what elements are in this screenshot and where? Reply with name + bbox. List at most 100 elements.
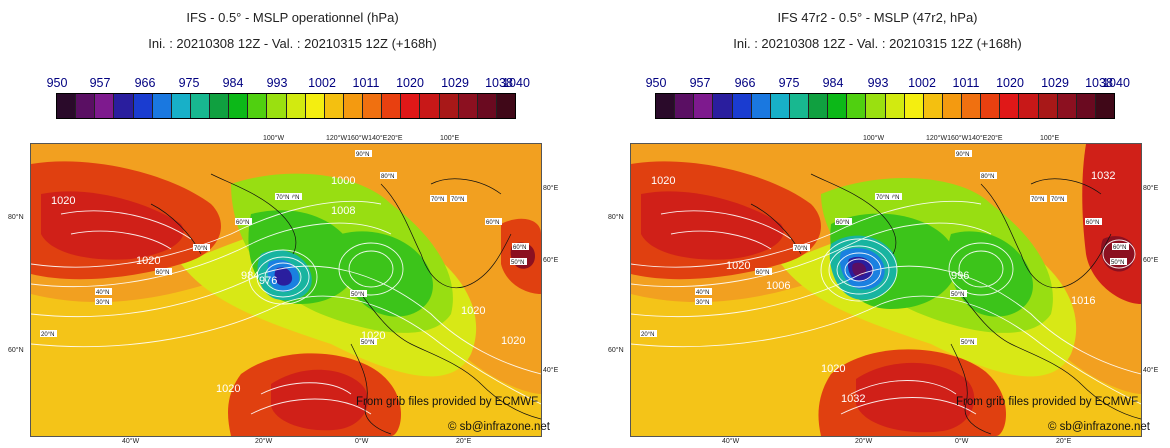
lon-label: 0°W (955, 438, 969, 445)
right-lat-label: 80°E (543, 185, 559, 192)
top-lon-label: 100°E (1040, 135, 1060, 142)
colorbar-label: 1011 (952, 76, 980, 90)
colorbar-label: 1040 (1102, 76, 1130, 90)
colorbar-cell (324, 94, 344, 118)
colorbar-cell (382, 94, 402, 118)
colorbar-cell (904, 94, 924, 118)
grid-label-bg (510, 258, 527, 265)
colorbar-cell (305, 94, 325, 118)
colorbar-label: 1029 (1041, 76, 1069, 90)
grid-label: 90°N (356, 152, 369, 158)
colorbar-label: 950 (46, 76, 68, 90)
colorbar-label: 1002 (308, 76, 336, 90)
colorbar-cell (363, 94, 383, 118)
colorbar-cell (152, 94, 172, 118)
credit-line: © sb@infrazone.net (448, 421, 550, 433)
colorbar (655, 93, 1115, 119)
colorbar-cell (885, 94, 905, 118)
colorbar-cell (942, 94, 962, 118)
colorbar-cell (789, 94, 809, 118)
lon-label: 40°W (122, 438, 140, 445)
colorbar-label: 966 (734, 76, 756, 90)
top-lon-label: 120°W160°W140°E20°E (926, 135, 1003, 142)
isobar-label: 1020 (51, 195, 75, 207)
grid-label-bg (155, 268, 172, 275)
colorbar-cell (656, 94, 676, 118)
grid-label-bg (380, 172, 397, 179)
colorbar-label: 1040 (502, 76, 530, 90)
colorbar-cell (694, 94, 714, 118)
lon-label: 20°E (1056, 438, 1072, 445)
grid-label: 80°N (381, 174, 394, 180)
grid-label: 40°N (696, 290, 709, 296)
isobar-label: 1020 (461, 305, 485, 317)
grid-label: 50°N (951, 292, 964, 298)
colorbar-cell (828, 94, 848, 118)
colorbar-labels: 950 957 966 975 984 993 1002 1011 1020 1… (0, 76, 585, 92)
colorbar-label: 1020 (396, 76, 424, 90)
grid-label: 50°N (511, 260, 524, 266)
colorbar-cell (76, 94, 96, 118)
colorbar-label: 966 (134, 76, 156, 90)
colorbar-label: 975 (178, 76, 200, 90)
colorbar-cell (171, 94, 191, 118)
colorbar-cell (1057, 94, 1077, 118)
colorbar-cell (1000, 94, 1020, 118)
grid-label: 70°N (1031, 197, 1044, 203)
lon-label: 40°W (722, 438, 740, 445)
panel-title: IFS 47r2 - 0.5° - MSLP (47r2, hPa) (777, 10, 978, 25)
colorbar-cell (1038, 94, 1058, 118)
colorbar-label: 1020 (996, 76, 1024, 90)
grid-label: 60°N (236, 220, 249, 226)
top-lon-label: 100°W (863, 135, 885, 142)
right-lat-label: 60°E (543, 257, 559, 264)
grid-label-bg (960, 338, 977, 345)
colorbar-label: 957 (689, 76, 711, 90)
colorbar-cell (981, 94, 1001, 118)
grid-label: 50°N (351, 292, 364, 298)
grid-label-bg (285, 193, 302, 200)
grid-label-bg (350, 290, 367, 297)
grid-label: 70°N (276, 195, 289, 201)
colorbar-label: 975 (778, 76, 800, 90)
top-lon-label: 100°E (440, 135, 460, 142)
grid-label: 40°N (96, 290, 109, 296)
grid-label-bg (235, 218, 252, 225)
colorbar-cell (343, 94, 363, 118)
grid-label: 50°N (361, 340, 374, 346)
colorbar-cell (751, 94, 771, 118)
colorbar-cell (770, 94, 790, 118)
grid-label-bg (980, 172, 997, 179)
colorbar-cell (923, 94, 943, 118)
grid-label: 30°N (696, 300, 709, 306)
grid-label: 20°N (41, 332, 54, 338)
grid-label-bg (885, 193, 902, 200)
grid-label: 60°N (836, 220, 849, 226)
colorbar-cell (439, 94, 459, 118)
isobar-label: 1020 (216, 383, 240, 395)
isobar-label: 1020 (136, 255, 160, 267)
grid-label: 80°N (981, 174, 994, 180)
isobar-label: 1016 (1071, 295, 1095, 307)
panel-subtitle: Ini. : 20210308 12Z - Val. : 20210315 12… (733, 36, 1022, 51)
grid-label: 90°N (956, 152, 969, 158)
colorbar-cell (286, 94, 306, 118)
isobar-label: 1020 (726, 260, 750, 272)
colorbar-label: 993 (867, 76, 889, 90)
credit-line: From grib files provided by ECMWF (356, 396, 539, 408)
isobar-label: 976 (259, 275, 277, 287)
grid-label-bg (755, 268, 772, 275)
colorbar-cell (133, 94, 153, 118)
right-lat-label: 40°E (1143, 367, 1159, 374)
lon-label: 20°E (456, 438, 472, 445)
colorbar-label: 984 (822, 76, 844, 90)
credit-line: © sb@infrazone.net (1048, 421, 1150, 433)
isobar-label: 1008 (331, 205, 355, 217)
grid-label-bg (1085, 218, 1102, 225)
colorbar-cell (267, 94, 287, 118)
grid-label-bg (450, 195, 467, 202)
credit-line: From grib files provided by ECMWF (956, 396, 1139, 408)
grid-label: 20°N (641, 332, 654, 338)
grid-label-bg (360, 338, 377, 345)
grid-label-bg (640, 330, 657, 337)
